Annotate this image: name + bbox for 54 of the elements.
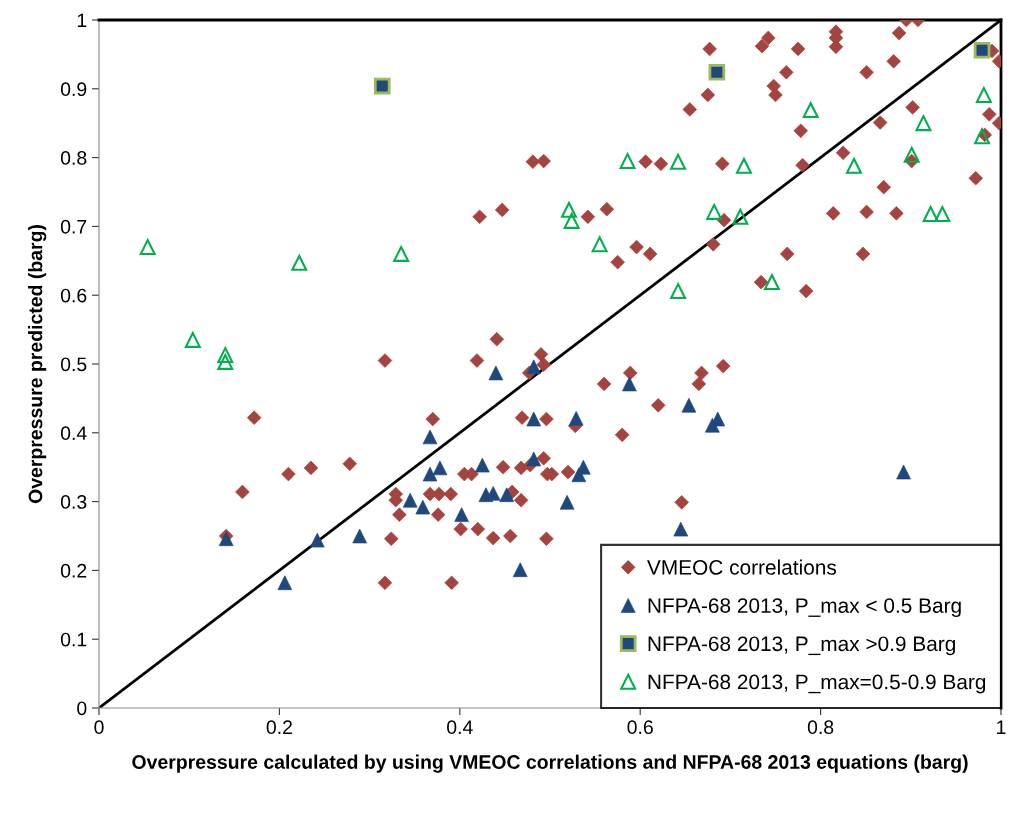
point — [619, 153, 636, 170]
point — [763, 274, 780, 291]
y-tick-label: 1 — [77, 13, 87, 28]
point — [975, 87, 992, 103]
x-tick-label: 0.2 — [266, 720, 292, 735]
y-tick-label: 0.9 — [60, 82, 87, 97]
point — [560, 201, 577, 218]
x-tick-label: 0.8 — [807, 720, 834, 735]
point — [591, 236, 608, 253]
point — [915, 115, 932, 132]
point — [526, 451, 542, 467]
point — [184, 331, 201, 348]
x-tick-label: 0.4 — [447, 720, 473, 735]
point — [277, 575, 293, 591]
y-tick-label: 0.5 — [60, 357, 87, 372]
point — [706, 203, 723, 220]
legend-label: NFPA-68 2013, P_max >0.9 Barg — [648, 636, 955, 656]
point — [708, 63, 726, 81]
y-tick-label: 0.4 — [60, 426, 87, 441]
point — [217, 347, 234, 364]
point — [217, 353, 234, 370]
point — [563, 212, 580, 229]
point — [291, 254, 308, 271]
point — [670, 283, 687, 300]
point — [670, 153, 687, 170]
x-tick-label: 1 — [997, 720, 1006, 734]
point — [526, 359, 542, 375]
point — [393, 245, 410, 262]
point — [922, 206, 939, 222]
y-tick-label: 0.8 — [60, 151, 87, 165]
point — [373, 77, 391, 95]
point — [571, 467, 587, 483]
legend-label: VMEOC correlations — [647, 559, 837, 575]
point — [732, 208, 749, 225]
x-axis-title: Overpressure calculated by using VMEOC correlations and NFPA-68 2013 equations (barg) — [132, 754, 968, 773]
y-tick-label: 0 — [77, 701, 87, 716]
legend-label: NFPA-68 2013, P_max=0.5-0.9 Barg — [648, 674, 986, 694]
x-tick-label: 0.6 — [627, 720, 653, 735]
point — [903, 146, 920, 163]
point — [973, 41, 991, 59]
point — [735, 157, 752, 174]
point — [845, 157, 862, 174]
legend-label: NFPA-68 2013, P_max < 0.5 Barg — [648, 598, 961, 618]
point — [499, 487, 514, 503]
y-axis-title: Overpressure predicted (barg) — [28, 225, 47, 504]
point — [934, 206, 951, 222]
point — [802, 102, 819, 119]
y-tick-label: 0.1 — [60, 632, 87, 647]
x-tick-label: 0 — [94, 720, 104, 735]
y-tick-label: 0.2 — [60, 563, 87, 578]
y-tick-label: 0.6 — [60, 288, 87, 303]
point — [139, 239, 156, 256]
y-tick-label: 0.3 — [60, 495, 87, 509]
y-tick-label: 0.7 — [60, 219, 87, 234]
